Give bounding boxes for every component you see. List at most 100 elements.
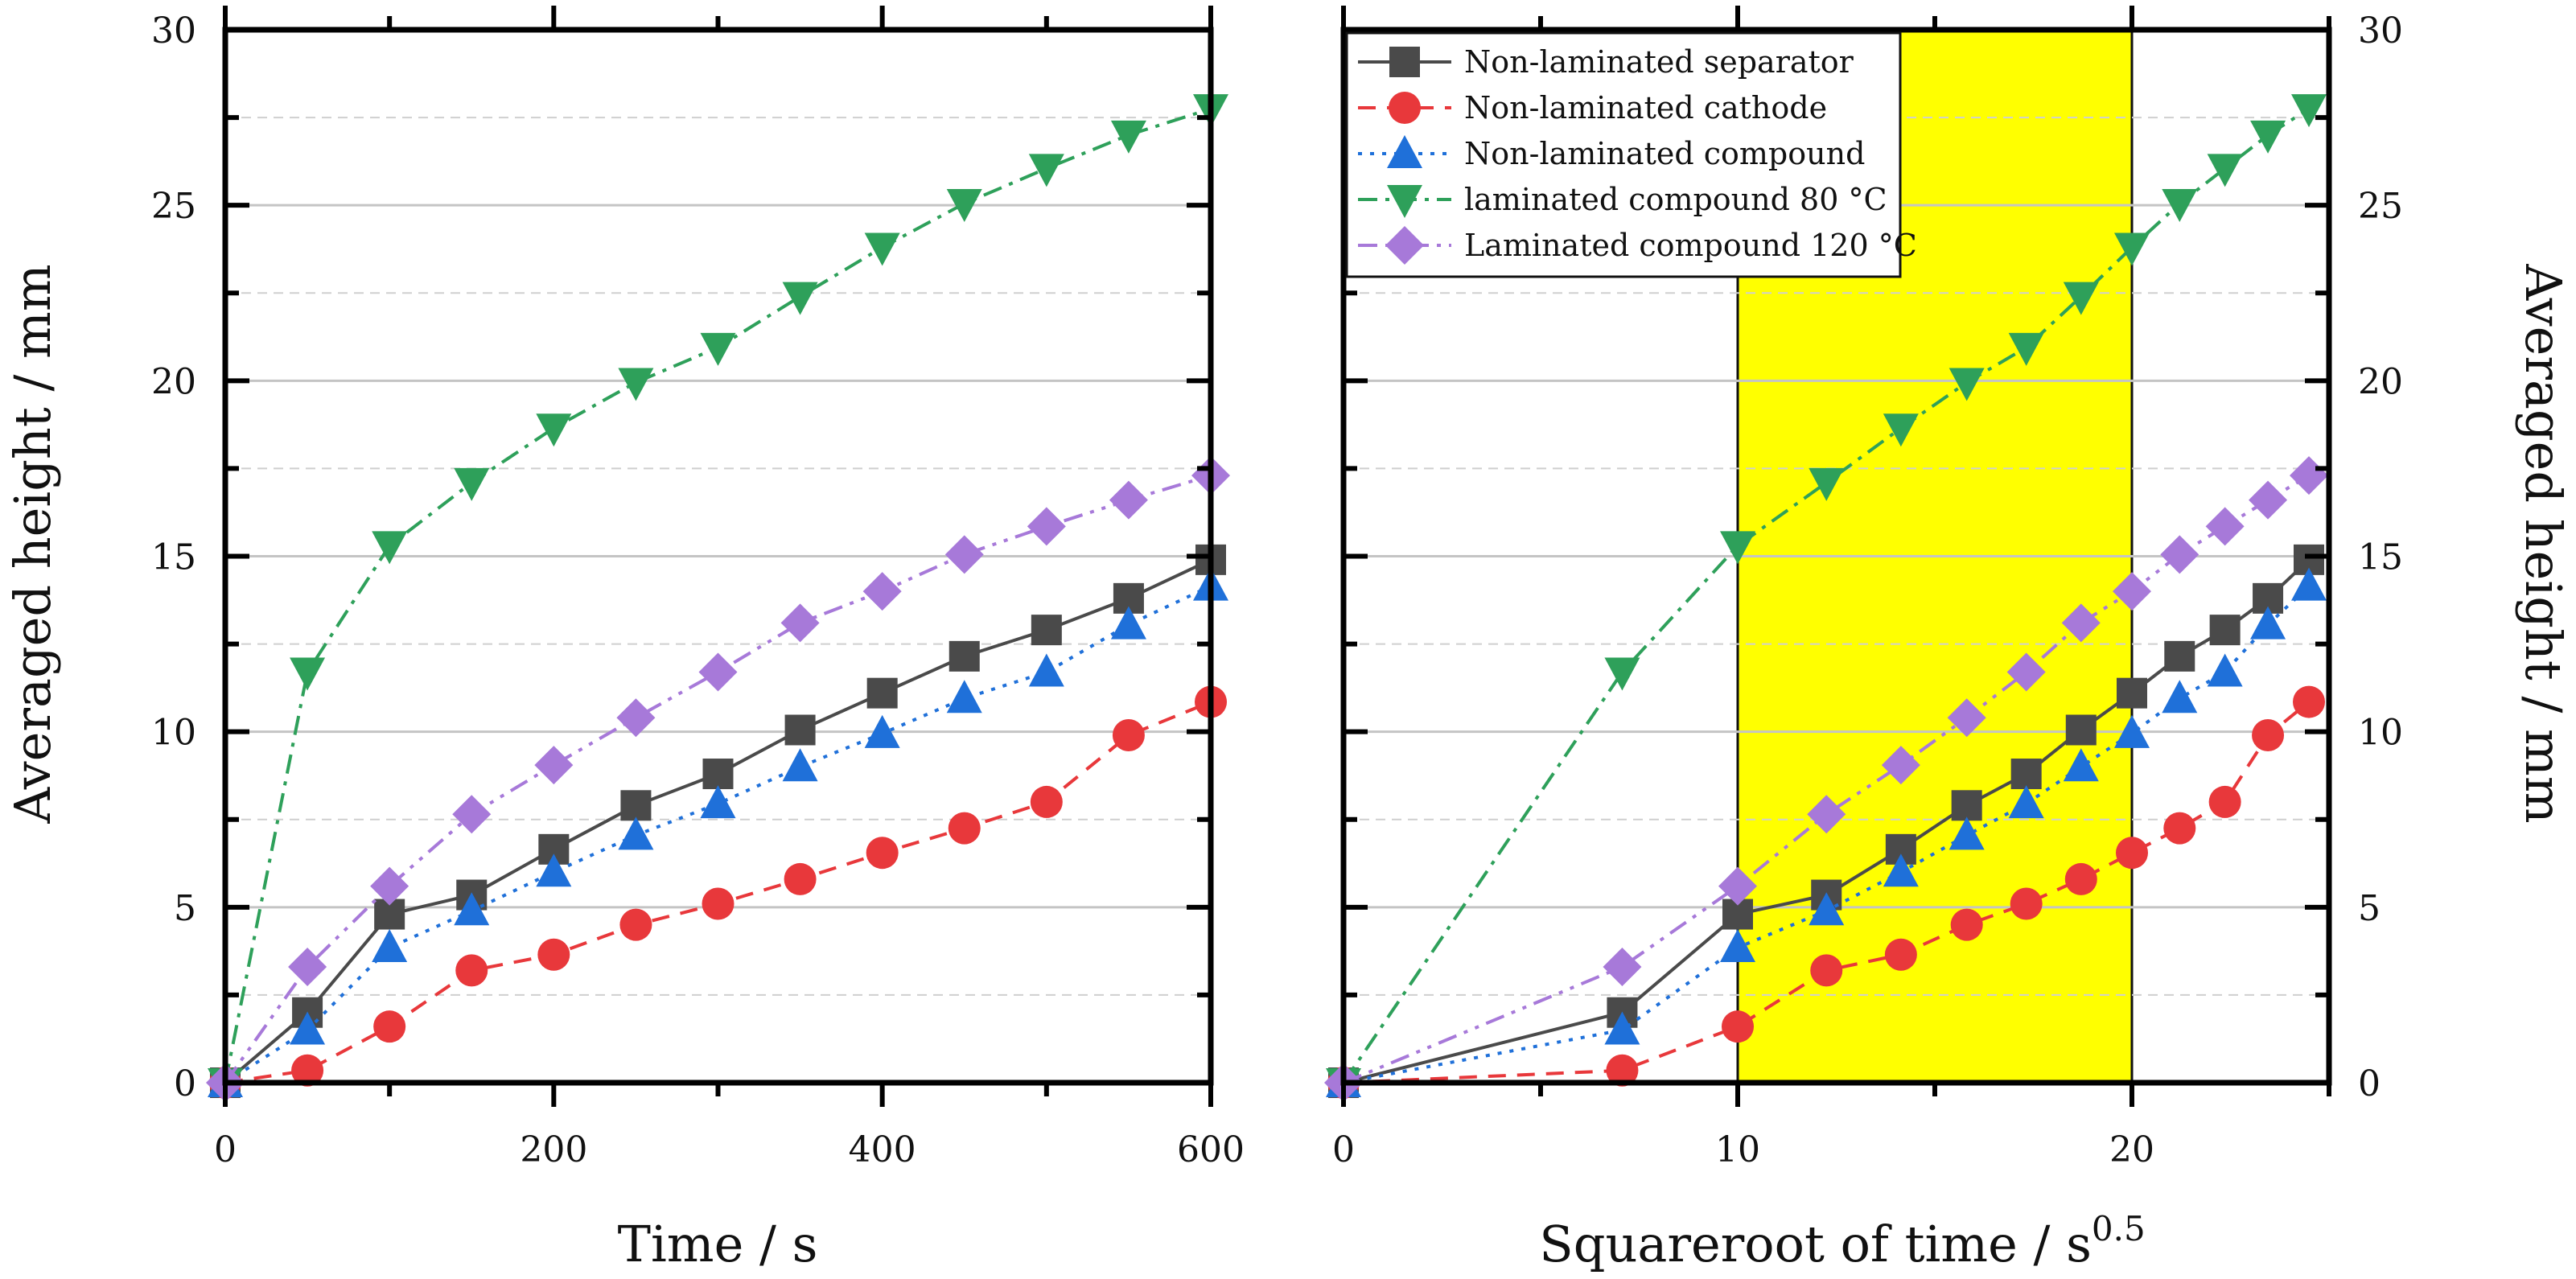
data-point (1947, 698, 1986, 738)
y-tick-label: 15 (2358, 537, 2403, 578)
left-y-axis-title: Averaged height / mm (3, 264, 62, 824)
x-tick-label: 0 (1332, 1129, 1355, 1170)
data-point (1028, 653, 1064, 687)
data-point (784, 862, 817, 895)
data-point (2291, 94, 2327, 128)
data-point (1606, 1054, 1639, 1087)
right-axes (1340, 6, 2332, 1107)
y-tick-label: 20 (2358, 361, 2403, 402)
y-tick-label: 10 (151, 713, 196, 754)
data-point (866, 677, 898, 709)
data-point (784, 714, 816, 746)
legend-label: Non-laminated compound (1464, 136, 1865, 171)
data-point (2209, 615, 2241, 646)
right-x-axis-title-main: Squareroot of time / s (1539, 1215, 2092, 1273)
legend-item: Laminated compound 120 °C (1358, 226, 1917, 265)
y-tick-label: 5 (2358, 888, 2381, 929)
data-point (1948, 816, 1985, 850)
data-point (454, 892, 490, 926)
data-point (2006, 652, 2046, 692)
x-tick-label: 400 (849, 1129, 916, 1170)
y-tick-label: 5 (174, 888, 196, 929)
data-point (2160, 535, 2199, 574)
right-y-axis-title: Averaged height / mm (2514, 263, 2573, 823)
data-point (372, 531, 408, 565)
data-point (618, 368, 654, 401)
data-point (1604, 1011, 1640, 1045)
data-point (1718, 866, 1757, 906)
series-2 (209, 685, 1227, 1099)
data-point (780, 603, 820, 643)
data-point (1109, 480, 1148, 520)
y-tick-label: 15 (151, 537, 196, 578)
x-tick-label: 20 (2109, 1129, 2154, 1170)
data-point (864, 714, 900, 748)
left-series (206, 94, 1230, 1102)
data-point (370, 866, 409, 906)
data-point (782, 748, 818, 782)
data-point (1884, 938, 1917, 971)
data-point (2252, 719, 2285, 752)
data-point (2114, 232, 2150, 266)
data-point (1604, 657, 1640, 691)
data-point (1720, 531, 1755, 565)
data-point (1883, 413, 1919, 447)
data-point (702, 887, 735, 920)
left-tick-labels: 0 200 400 600 0 5 10 15 20 25 30 (151, 10, 1245, 1170)
data-point (536, 413, 572, 447)
y-tick-label: 0 (2358, 1063, 2381, 1104)
data-point (1807, 795, 1846, 834)
y-tick-label: 25 (2358, 186, 2403, 227)
data-point (2065, 714, 2097, 746)
y-tick-label: 10 (2358, 713, 2403, 754)
series-2 (1327, 685, 2326, 1099)
data-point (2249, 480, 2288, 520)
data-point (1031, 615, 1062, 646)
data-point (1883, 853, 1919, 887)
data-point (536, 853, 572, 887)
data-point (2010, 887, 2043, 920)
data-point (2008, 332, 2044, 366)
data-point (864, 232, 900, 266)
data-point (372, 929, 408, 963)
data-point (866, 837, 899, 870)
data-point (2010, 759, 2042, 790)
data-point (1112, 719, 1145, 752)
data-point (948, 812, 981, 845)
data-point (782, 282, 818, 315)
data-point (2113, 572, 2151, 611)
left-axes (222, 6, 1214, 1107)
left-grid (225, 117, 1211, 996)
left-plot-panel: 0 200 400 600 0 5 10 15 20 25 30 Time / s Averaged… (3, 6, 1245, 1273)
data-point (1810, 954, 1843, 987)
x-tick-label: 10 (1715, 1129, 1760, 1170)
y-tick-label: 25 (151, 186, 196, 227)
data-point (1720, 929, 1755, 963)
legend-item: laminated compound 80 °C (1358, 182, 1887, 218)
data-point (944, 535, 984, 574)
legend-label: laminated compound 80 °C (1464, 182, 1887, 217)
data-point (373, 1010, 406, 1043)
data-point (862, 572, 902, 611)
data-point (288, 948, 327, 987)
data-point (2207, 653, 2243, 687)
data-point (290, 657, 326, 691)
data-point (946, 188, 982, 222)
data-point (454, 467, 490, 501)
right-x-axis-title: Squareroot of time / s0.5 (1539, 1209, 2145, 1273)
legend-item: Non-laminated cathode (1358, 90, 1827, 125)
data-point (2008, 785, 2044, 819)
data-point (2205, 507, 2245, 546)
data-point (620, 790, 652, 821)
data-point (1951, 790, 1982, 821)
data-point (2293, 685, 2326, 718)
data-point (2064, 862, 2097, 895)
right-plot-panel: 0 10 20 0 5 10 15 20 25 30 Squareroot of time / s… (1324, 6, 2573, 1273)
data-point (1881, 746, 1920, 785)
left-x-axis-title: Time / s (618, 1215, 818, 1273)
legend-item: Non-laminated compound (1358, 135, 1865, 171)
legend-label: Non-laminated cathode (1464, 90, 1827, 125)
data-point (1603, 948, 1642, 987)
